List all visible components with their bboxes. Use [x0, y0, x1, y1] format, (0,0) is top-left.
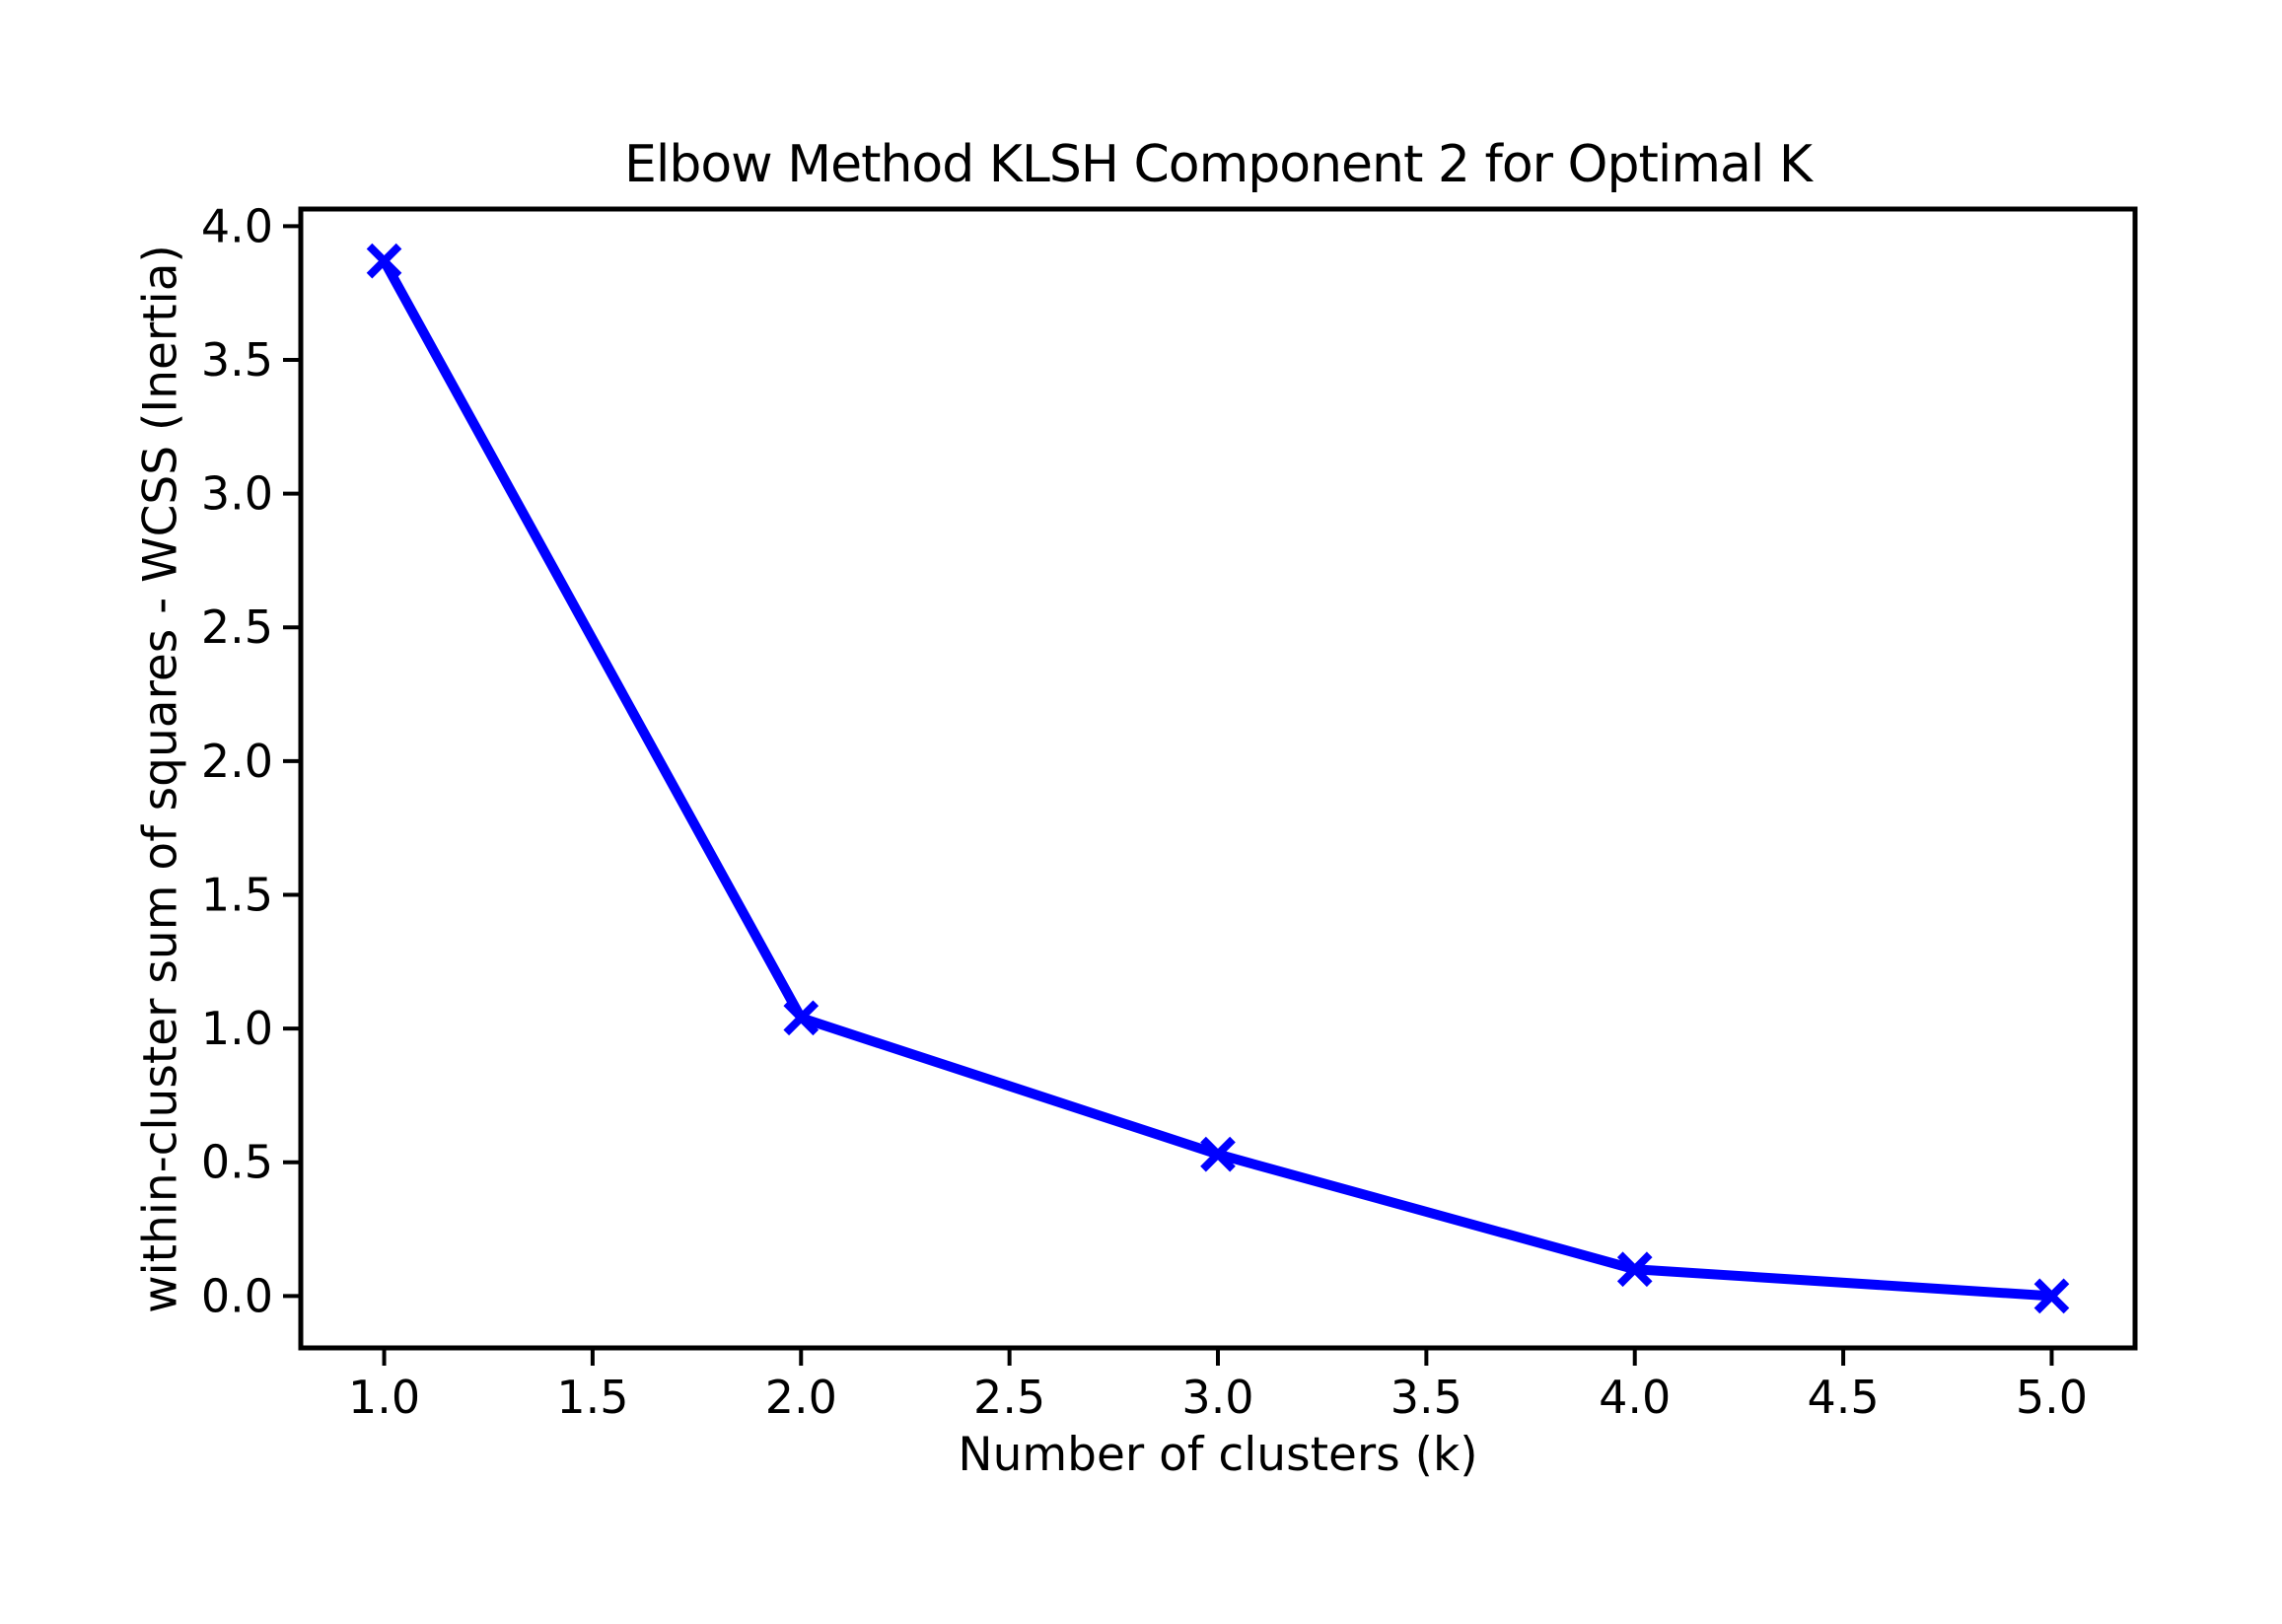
y-tick-label: 2.0 — [201, 735, 273, 788]
x-tick-label: 2.0 — [765, 1371, 837, 1424]
data-line — [379, 255, 2057, 1302]
x-tick-label: 3.5 — [1391, 1371, 1462, 1424]
y-tick-label: 3.5 — [201, 333, 273, 387]
x-tick-label: 5.0 — [2016, 1371, 2088, 1424]
x-tick-label: 4.5 — [1808, 1371, 1880, 1424]
x-tick-label: 3.0 — [1181, 1371, 1253, 1424]
y-tick-label: 4.0 — [201, 199, 273, 252]
x-tick-label: 2.5 — [973, 1371, 1045, 1424]
y-tick-label: 0.0 — [201, 1269, 273, 1322]
x-tick-label: 1.0 — [348, 1371, 420, 1424]
plot-frame — [298, 206, 2138, 1351]
data-point-marker — [1200, 1136, 1236, 1172]
y-axis-label: within-cluster sum of squares - WCSS (In… — [133, 245, 188, 1313]
y-tick-label: 3.0 — [201, 467, 273, 521]
y-tick-label: 0.5 — [201, 1136, 273, 1189]
x-tick-label: 1.5 — [556, 1371, 628, 1424]
x-tick-label: 4.0 — [1599, 1371, 1671, 1424]
y-tick-label: 1.5 — [201, 868, 273, 921]
y-tick-label: 1.0 — [201, 1002, 273, 1055]
data-point-marker — [1616, 1251, 1653, 1288]
data-point-marker — [2033, 1278, 2070, 1314]
chart-title: Elbow Method KLSH Component 2 for Optima… — [624, 135, 1813, 194]
data-point-marker — [783, 1000, 820, 1036]
y-tick-label: 2.5 — [201, 600, 273, 654]
x-axis-label: Number of clusters (k) — [958, 1428, 1478, 1482]
data-point-marker — [366, 243, 402, 279]
